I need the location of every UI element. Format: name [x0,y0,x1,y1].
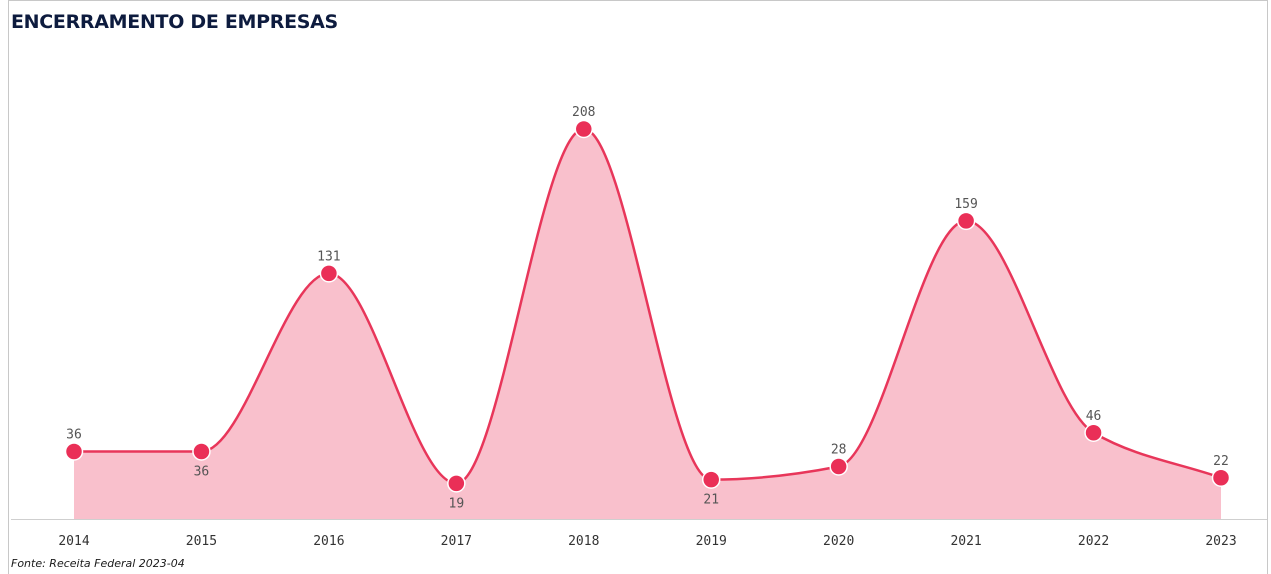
value-label-2016: 131 [317,249,340,264]
series-line [74,127,1222,485]
x-tick-label-2014: 2014 [58,534,89,549]
x-tick-label-2017: 2017 [441,534,472,549]
x-tick-label-2020: 2020 [823,534,854,549]
value-label-2015: 36 [194,465,210,480]
x-tick-label-2019: 2019 [696,534,727,549]
x-tick-label-2021: 2021 [950,534,981,549]
x-tick-label-2016: 2016 [313,534,344,549]
value-label-2020: 28 [831,443,847,458]
data-point-2016[interactable] [319,264,339,283]
data-point-2021[interactable] [956,211,976,231]
data-point-2022[interactable] [1084,423,1103,442]
data-point-2019[interactable] [701,470,721,489]
data-point-2018[interactable] [574,119,594,139]
x-tick-label-2015: 2015 [186,534,217,549]
value-label-2017: 19 [449,496,465,511]
data-point-2020[interactable] [829,457,848,476]
data-point-2023[interactable] [1211,468,1231,487]
chart-frame [8,0,1268,574]
x-tick-label-2022: 2022 [1078,534,1109,549]
value-label-2018: 208 [572,105,595,120]
value-label-2019: 21 [703,493,719,508]
area-fill [74,129,1221,519]
source-note: Fonte: Receita Federal 2023-04 [11,557,185,570]
chart-title: ENCERRAMENTO DE EMPRESAS [11,11,338,33]
value-label-2023: 22 [1213,454,1229,469]
value-label-2014: 36 [66,428,82,443]
value-label-2022: 46 [1086,409,1102,424]
x-tick-label-2018: 2018 [568,534,599,549]
value-label-2021: 159 [954,197,977,212]
data-point-2014[interactable] [64,442,84,461]
data-point-2017[interactable] [447,474,466,493]
data-point-2015[interactable] [192,442,211,461]
x-tick-label-2023: 2023 [1205,534,1236,549]
